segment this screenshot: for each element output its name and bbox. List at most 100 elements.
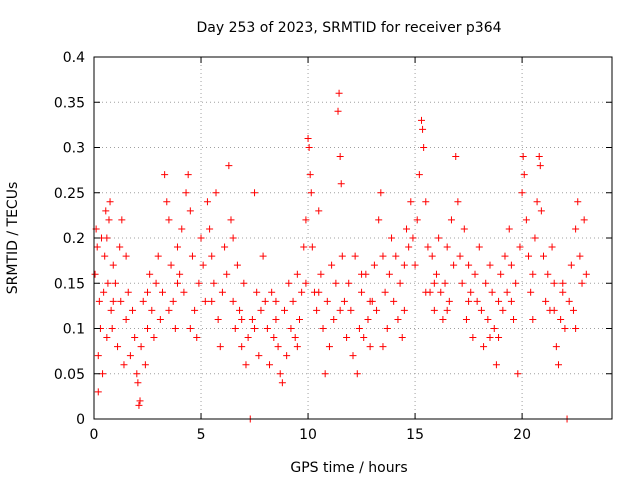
- data-point: [379, 252, 387, 260]
- data-point: [91, 270, 99, 278]
- data-point: [144, 288, 152, 296]
- data-point: [103, 234, 111, 242]
- data-point: [251, 325, 259, 332]
- data-point: [366, 343, 374, 351]
- data-point: [332, 279, 340, 287]
- data-point: [154, 252, 162, 260]
- data-point: [197, 234, 205, 242]
- data-point: [124, 288, 132, 296]
- data-point: [540, 252, 548, 260]
- data-point: [469, 334, 477, 342]
- data-point: [304, 134, 312, 142]
- data-point: [335, 89, 343, 97]
- data-point: [293, 343, 301, 351]
- data-point: [471, 270, 479, 278]
- data-point: [443, 243, 451, 251]
- data-point: [373, 306, 381, 314]
- data-point: [218, 288, 226, 296]
- data-point: [419, 125, 427, 133]
- data-point: [507, 297, 515, 305]
- data-point: [122, 252, 130, 260]
- data-point: [337, 180, 345, 188]
- data-point: [270, 334, 278, 342]
- data-point: [525, 252, 533, 260]
- data-point: [536, 162, 544, 170]
- data-point: [295, 315, 303, 323]
- data-point: [227, 216, 235, 224]
- data-point: [242, 361, 250, 369]
- data-point: [95, 297, 103, 305]
- data-point: [103, 334, 111, 342]
- data-point: [236, 306, 244, 314]
- data-point: [475, 243, 483, 251]
- data-point: [413, 216, 421, 224]
- data-point: [176, 270, 184, 278]
- data-point: [233, 261, 241, 269]
- data-point: [351, 252, 359, 260]
- data-point: [261, 297, 269, 305]
- data-point: [447, 216, 455, 224]
- y-tick-label: 0.15: [54, 276, 85, 292]
- data-point: [210, 279, 218, 287]
- data-point: [101, 252, 109, 260]
- y-tick-label: 0.4: [63, 50, 85, 66]
- data-point: [364, 315, 372, 323]
- data-point: [244, 334, 252, 342]
- data-point: [126, 352, 134, 360]
- chart-title: Day 253 of 2023, SRMTID for receiver p36…: [196, 20, 501, 36]
- data-point: [141, 361, 149, 369]
- data-point: [381, 288, 389, 296]
- data-point: [529, 270, 537, 278]
- data-point: [330, 315, 338, 323]
- data-point: [345, 279, 353, 287]
- data-point: [580, 216, 588, 224]
- data-point: [325, 343, 333, 351]
- data-point: [255, 352, 263, 360]
- data-point: [201, 297, 209, 305]
- data-point: [278, 379, 286, 387]
- data-point: [424, 243, 432, 251]
- data-point: [565, 297, 573, 305]
- x-axis-label: GPS time / hours: [290, 460, 407, 476]
- data-point: [460, 225, 468, 233]
- data-point: [349, 352, 357, 360]
- data-point: [375, 216, 383, 224]
- data-point: [437, 288, 445, 296]
- data-point: [208, 252, 216, 260]
- data-point: [313, 306, 321, 314]
- data-point: [281, 306, 289, 314]
- data-point: [251, 189, 259, 197]
- data-point: [114, 343, 122, 351]
- data-point: [338, 252, 346, 260]
- data-point: [355, 325, 363, 332]
- data-point: [206, 225, 214, 233]
- y-tick-label: 0: [76, 412, 85, 428]
- data-point: [495, 297, 503, 305]
- data-point: [377, 189, 385, 197]
- data-point: [578, 279, 586, 287]
- data-point: [417, 116, 425, 124]
- data-point: [321, 370, 329, 378]
- data-point: [531, 234, 539, 242]
- data-point: [385, 270, 393, 278]
- data-point: [116, 243, 124, 251]
- data-point: [184, 171, 192, 179]
- data-point: [257, 306, 265, 314]
- data-point: [203, 198, 211, 206]
- data-point: [480, 343, 488, 351]
- data-point: [450, 261, 458, 269]
- data-point: [456, 252, 464, 260]
- data-point: [576, 252, 584, 260]
- data-point: [445, 297, 453, 305]
- data-point: [163, 198, 171, 206]
- data-point: [238, 315, 246, 323]
- data-point: [117, 297, 125, 305]
- data-point: [392, 252, 400, 260]
- data-point: [435, 234, 443, 242]
- data-point: [106, 198, 114, 206]
- data-point: [208, 297, 216, 305]
- data-point: [293, 270, 301, 278]
- data-point: [248, 315, 256, 323]
- data-point: [300, 243, 308, 251]
- x-tick-label: 20: [513, 427, 531, 443]
